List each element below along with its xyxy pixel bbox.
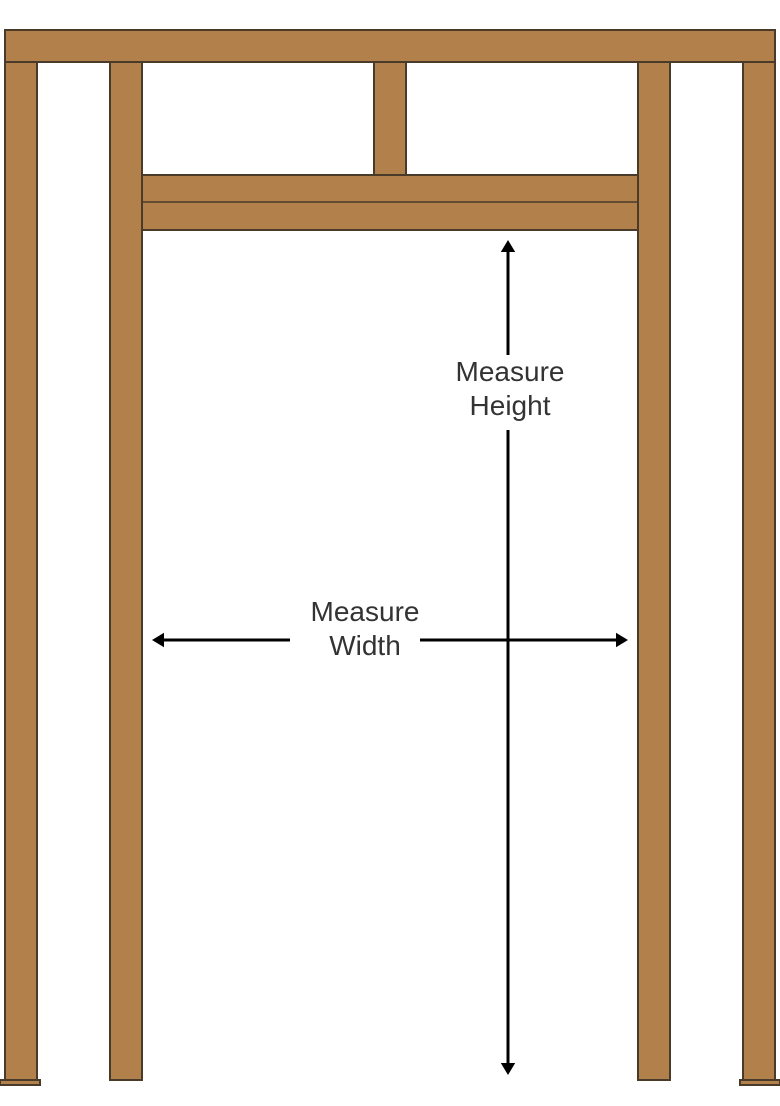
- height-line2: Height: [470, 390, 551, 421]
- measure-height-label: Measure Height: [440, 355, 580, 422]
- width-line1: Measure: [311, 596, 420, 627]
- door-frame-diagram: [0, 0, 780, 1106]
- height-line1: Measure: [456, 356, 565, 387]
- measure-width-label: Measure Width: [300, 595, 430, 662]
- width-line2: Width: [329, 630, 401, 661]
